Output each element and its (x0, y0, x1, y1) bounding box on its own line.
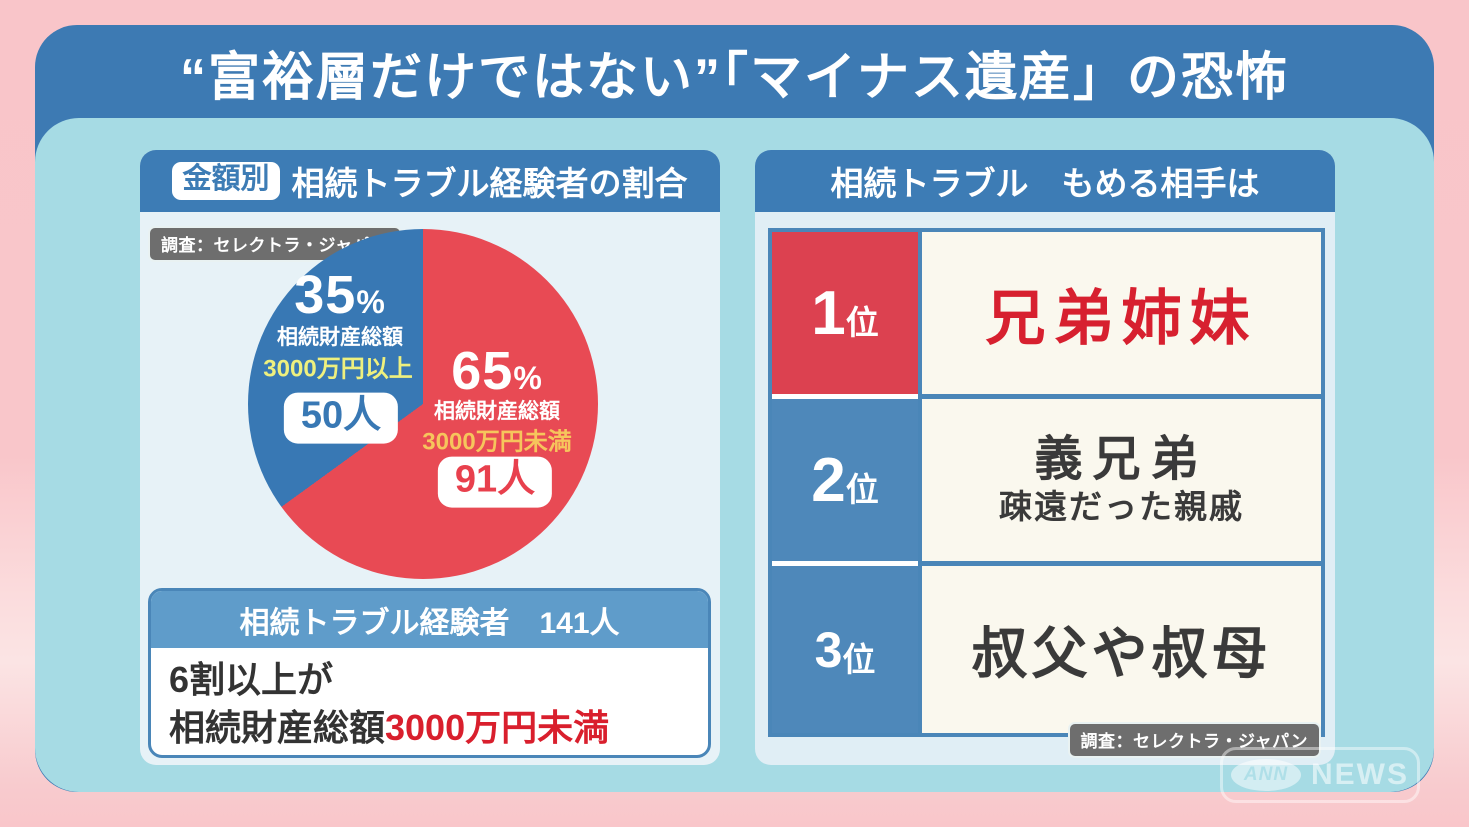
ranking-panel-title: 相続トラブル もめる相手は (830, 165, 1260, 202)
rank-3-suffix: 位 (842, 640, 876, 678)
pie-blue-label-line2: 3000万円以上 (263, 355, 413, 383)
rank-3-label: 叔父や叔母 (971, 622, 1272, 685)
rank-2-suffix: 位 (845, 471, 879, 508)
category-badge: 金額別 (172, 162, 280, 200)
ranking-panel-header: 相続トラブル もめる相手は (755, 150, 1335, 212)
rank-2-sublabel: 疎遠だった親戚 (999, 487, 1244, 525)
news-logo-text: NEWS (1311, 758, 1409, 791)
rank-2-content: 義兄弟 疎遠だった親戚 (918, 399, 1321, 566)
source-badge-right: 調査：セレクトラ・ジャパン (1067, 722, 1321, 758)
summary-line1: 6割以上が (169, 659, 334, 700)
rank-3-number: 3 (814, 621, 843, 678)
summary-line2: 相続財産総額3000万円未満 (169, 704, 708, 752)
main-board: “富裕層だけではない”「マイナス遺産」の恐怖 金額別 相続トラブル経験者の割合 … (35, 25, 1434, 792)
pie-panel-title: 相続トラブル経験者の割合 (291, 165, 688, 202)
pie-red-label-line1: 相続財産総額 (434, 400, 560, 423)
page-title: “富裕層だけではない”「マイナス遺産」の恐怖 (180, 49, 1289, 107)
summary-body: 6割以上が 相続財産総額3000万円未満 (151, 648, 708, 752)
pie-blue-percent: 35% (294, 265, 386, 325)
rank-1-content: 兄弟姉妹 (918, 232, 1321, 399)
rank-3-content: 叔父や叔母 (918, 566, 1321, 733)
rank-1-suffix: 位 (845, 304, 879, 341)
pie-blue-count: 50人 (283, 392, 399, 444)
summary-line2-highlight: 3000万円未満 (385, 706, 610, 748)
pie-red-label-line2: 3000万円未満 (422, 428, 572, 456)
summary-line2-prefix: 相続財産総額 (169, 706, 386, 748)
ann-logo-icon: ANN (1231, 759, 1301, 791)
summary-box: 相続トラブル経験者 141人 6割以上が 相続財産総額3000万円未満 (148, 588, 711, 758)
pie-red-count: 91人 (437, 456, 553, 508)
rank-1-label: 兄弟姉妹 (985, 284, 1258, 352)
pie-panel: 金額別 相続トラブル経験者の割合 調査：セレクトラ・ジャパン 35% 相続財産総… (140, 150, 720, 765)
summary-header: 相続トラブル経験者 141人 (151, 591, 708, 648)
pie-blue-label-line1: 相続財産総額 (277, 326, 403, 349)
pie-chart: 35% 相続財産総額 3000万円以上 50人 65% 相続財産総額 3000万… (248, 229, 598, 579)
pie-panel-body: 調査：セレクトラ・ジャパン 35% 相続財産総額 3000万円以上 50人 65… (140, 212, 720, 765)
pie-panel-header: 金額別 相続トラブル経験者の割合 (140, 150, 720, 212)
rank-1-number: 1 (811, 278, 846, 348)
rank-2-number: 2 (811, 445, 846, 515)
rank-2-label: 義兄弟 (1034, 432, 1209, 486)
ann-news-watermark: ANN NEWS (1220, 747, 1420, 803)
pie-red-percent: 65% (451, 341, 543, 401)
